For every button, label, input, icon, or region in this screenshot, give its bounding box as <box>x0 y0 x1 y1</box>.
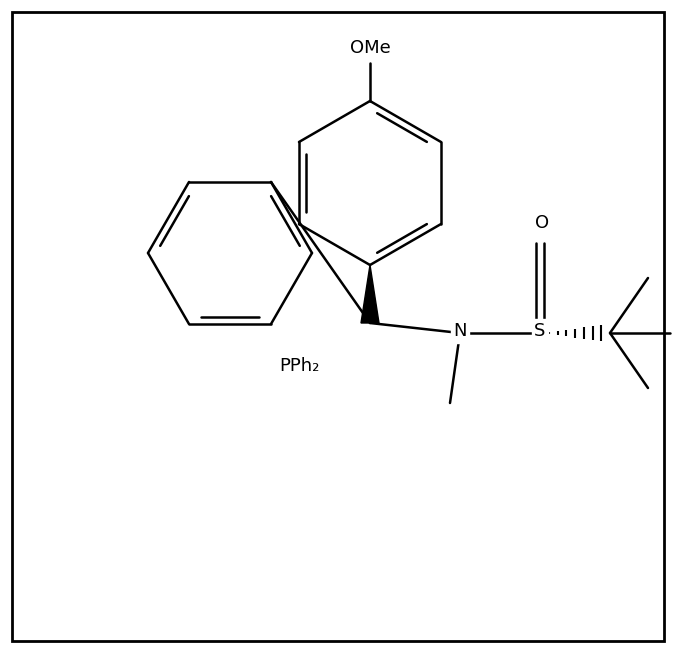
Text: O: O <box>535 214 549 232</box>
Text: PPh₂: PPh₂ <box>279 357 319 375</box>
Text: OMe: OMe <box>349 39 390 57</box>
Polygon shape <box>361 265 379 323</box>
Text: S: S <box>534 322 546 340</box>
Text: N: N <box>453 322 466 340</box>
